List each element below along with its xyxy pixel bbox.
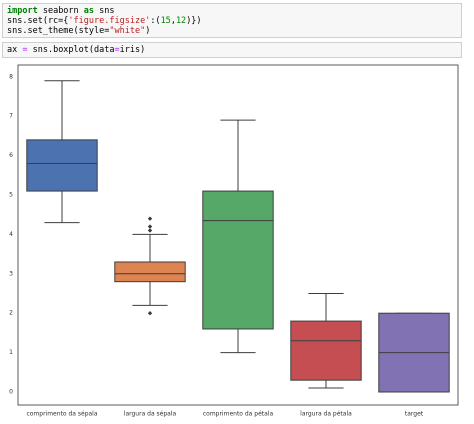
- code-cell[interactable]: import seaborn as sns sns.set(rc={'figure…: [2, 3, 462, 38]
- code-token: sns.set(rc={: [7, 16, 69, 26]
- code-line: sns.set(rc={'figure.figsize':(15,12)}): [7, 16, 457, 26]
- code-token: "white": [109, 26, 146, 36]
- code-line: import seaborn as sns: [7, 6, 457, 16]
- box: [202, 190, 274, 330]
- axes-frame: [17, 64, 459, 406]
- y-tick-label: 5: [9, 192, 13, 199]
- box: [114, 261, 186, 283]
- y-tick-label: 8: [9, 73, 13, 80]
- code-token: import: [7, 6, 38, 16]
- y-tick-label: 4: [9, 231, 13, 238]
- x-tick-label: comprimento da sépala: [26, 411, 97, 418]
- x-tick-label: largura da pétala: [300, 411, 352, 418]
- x-tick-label: comprimento da pétala: [203, 411, 274, 418]
- y-tick-label: 1: [9, 349, 13, 356]
- outlier: [147, 216, 153, 221]
- x-tick-label: largura da sépala: [124, 411, 177, 418]
- y-tick-label: 6: [9, 152, 13, 159]
- code-token: 15: [160, 16, 171, 26]
- code-token: :(: [150, 16, 161, 26]
- code-token: iris): [119, 45, 146, 55]
- code-token: ax: [7, 45, 23, 55]
- code-line: sns.set_theme(style="white"): [7, 26, 457, 36]
- code-token: sns.boxplot(data: [27, 45, 115, 55]
- code-cell[interactable]: ax = sns.boxplot(data=iris): [2, 42, 462, 58]
- outlier: [147, 228, 153, 233]
- code-token: )}): [186, 16, 202, 26]
- code-token: ): [145, 26, 151, 36]
- x-tick-label: target: [405, 411, 424, 418]
- y-tick-label: 0: [9, 388, 13, 395]
- code-token: =: [22, 45, 28, 55]
- code-token: sns.set_theme(style=: [7, 26, 110, 36]
- box: [290, 320, 362, 381]
- code-token: sns: [94, 6, 115, 16]
- code-line: ax = sns.boxplot(data=iris): [7, 45, 457, 55]
- code-token: 12: [175, 16, 187, 26]
- box: [26, 139, 98, 192]
- y-tick-label: 2: [9, 310, 13, 317]
- code-token: ,: [170, 16, 176, 26]
- code-token: =: [114, 45, 120, 55]
- outlier: [147, 311, 153, 316]
- y-tick-label: 3: [9, 270, 13, 277]
- y-tick-label: 7: [9, 113, 13, 120]
- outlier: [147, 224, 153, 229]
- code-token: seaborn: [37, 6, 84, 16]
- code-token: 'figure.figsize': [68, 16, 151, 26]
- code-token: as: [83, 6, 95, 16]
